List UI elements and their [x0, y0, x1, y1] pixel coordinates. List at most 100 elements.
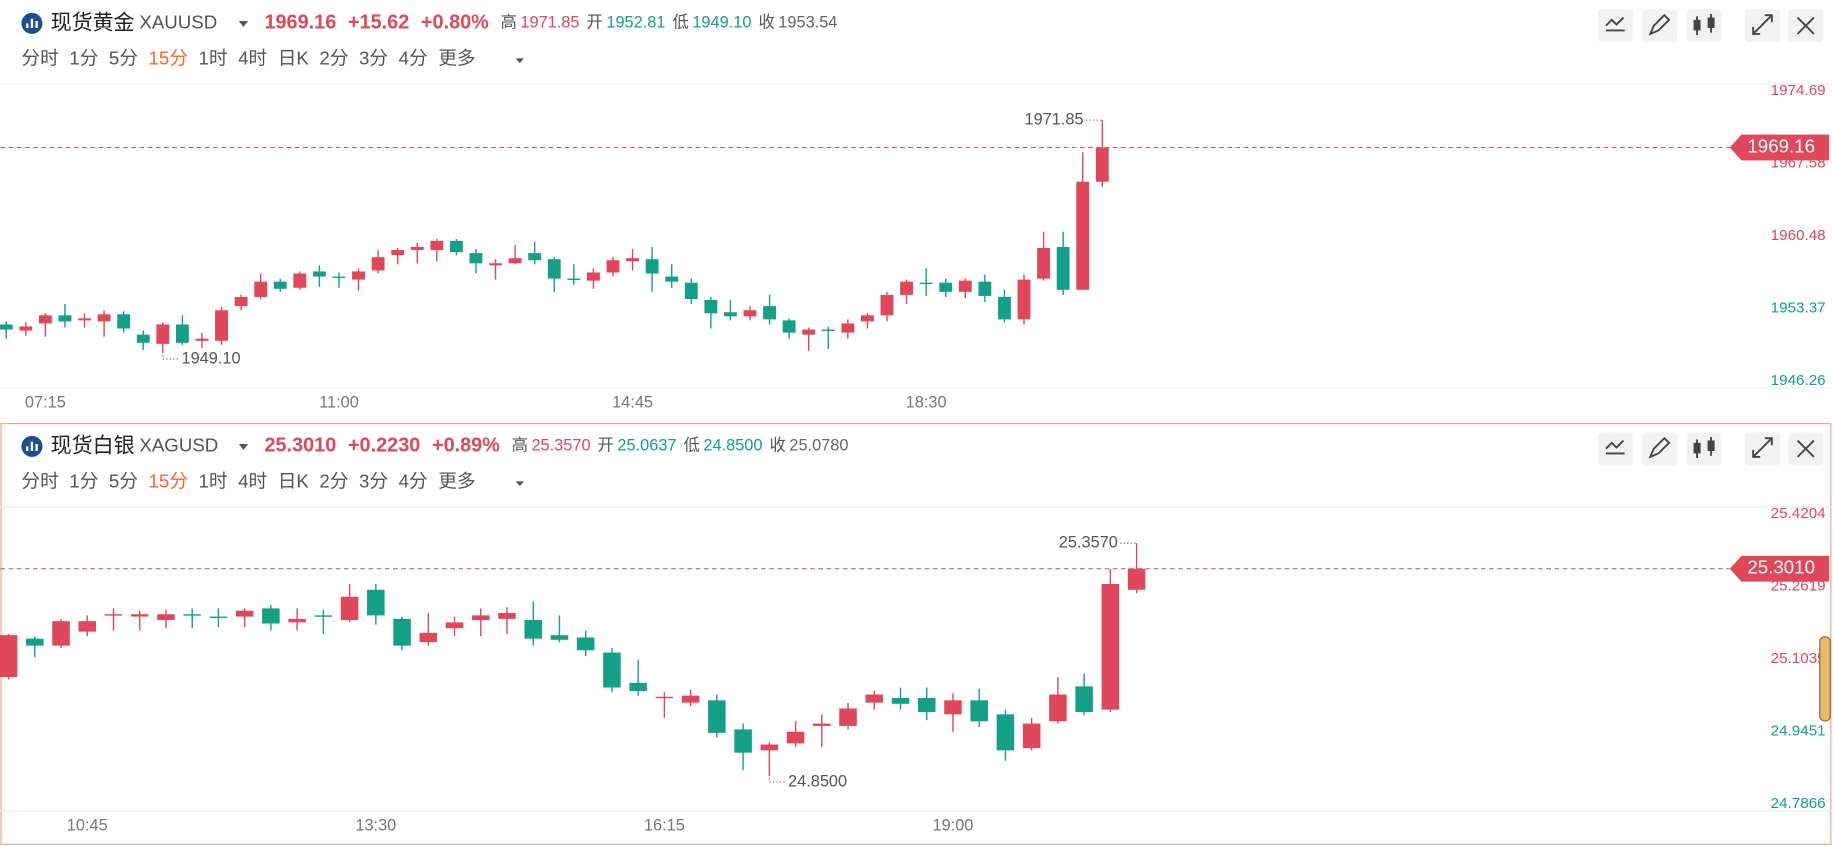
candle-body [576, 637, 595, 651]
candle-body [547, 259, 561, 279]
candle-body [1049, 694, 1067, 722]
timeframe-tab[interactable]: 分时 [21, 471, 58, 492]
candle-body [262, 608, 280, 624]
stat-label: 高 [512, 437, 528, 455]
candle-body [1127, 568, 1146, 590]
timeframe-tab[interactable]: 分时 [21, 48, 58, 69]
candle-body [410, 246, 424, 251]
candle-body [367, 589, 385, 616]
candle-body [78, 318, 91, 321]
candle-body [655, 696, 674, 699]
change-pct: +0.80% [421, 12, 489, 34]
candle-body [430, 240, 444, 251]
timeframe-tab[interactable]: 更多 [438, 471, 475, 492]
timeframe-tab[interactable]: 4分 [399, 48, 428, 69]
change: +0.2230 [348, 435, 420, 457]
candle-body [1022, 723, 1041, 749]
chart-type-button[interactable] [1686, 9, 1722, 43]
candle-body [195, 338, 209, 341]
candle-body [0, 635, 18, 678]
indicator-button[interactable] [1597, 9, 1633, 43]
timeframe-tab[interactable]: 5分 [109, 48, 138, 69]
timeframe-tabs: 分时 1分 5分 15分 1时 4时 日K 2分 3分 4分 更多 [21, 471, 475, 492]
candle-body [723, 312, 737, 317]
title: 现货白银 [51, 434, 135, 457]
timeframe-tab[interactable]: 更多 [438, 48, 475, 69]
x-tick-label: 07:15 [25, 393, 66, 411]
indicator-button[interactable] [1597, 432, 1633, 466]
draw-icon [1648, 436, 1671, 459]
timeframe-tab[interactable]: 2分 [319, 471, 348, 492]
candle-body [1037, 248, 1051, 279]
candle-body [371, 257, 385, 271]
low-pointer [768, 774, 786, 783]
candle-body [528, 253, 542, 261]
symbol-title: 现货白银 XAGUSD [51, 434, 219, 457]
x-tick-label: 18:30 [906, 393, 947, 411]
candle-body [734, 729, 752, 753]
draw-button[interactable] [1642, 432, 1678, 466]
timeframe-tab[interactable]: 3分 [359, 471, 388, 492]
candle-body [449, 240, 463, 253]
timeframe-tab[interactable]: 2分 [319, 48, 348, 69]
last-price-tag [1729, 555, 1830, 582]
timeframe-tab[interactable]: 4时 [238, 471, 267, 492]
draw-button[interactable] [1642, 9, 1678, 43]
indicator-icon [1605, 16, 1625, 32]
candle-body [445, 622, 464, 629]
timeframe-tab[interactable]: 4时 [238, 48, 267, 69]
expand-icon [1752, 437, 1773, 458]
candle-body [273, 281, 287, 289]
candle-body [215, 310, 228, 341]
candle-body [498, 613, 516, 619]
scrollbar[interactable] [1819, 636, 1831, 722]
timeframe-tab[interactable]: 1时 [199, 48, 228, 69]
symbol-caret[interactable] [238, 21, 249, 27]
timeframe-tab[interactable]: 15分 [149, 471, 188, 492]
timeframe-tab[interactable]: 日K [278, 48, 310, 69]
candle-body [821, 329, 835, 331]
timeframe-tab[interactable]: 1分 [69, 471, 98, 492]
x-tick-label: 13:30 [355, 816, 396, 834]
low-label: 24.8500 [788, 772, 847, 790]
candle-body [841, 323, 855, 333]
candle-body [998, 296, 1011, 320]
timeframe-tab[interactable]: 1时 [199, 471, 228, 492]
y-tick-label: 1974.69 [1771, 82, 1826, 99]
price: 1969.16 [264, 12, 336, 34]
candle-body [117, 314, 131, 329]
timeframe-tab[interactable]: 1分 [69, 48, 98, 69]
chart-type-button[interactable] [1686, 432, 1722, 466]
candle-body [332, 276, 346, 278]
y-tick-label: 25.1035 [1771, 650, 1826, 667]
title: 现货黄金 [51, 11, 135, 34]
draw-icon [1648, 13, 1671, 36]
change-pct: +0.89% [432, 435, 500, 457]
timeframe-tab[interactable]: 4分 [399, 471, 428, 492]
symbol-caret[interactable] [238, 444, 249, 450]
close-icon [1796, 439, 1815, 458]
last-price-tag [1729, 134, 1830, 161]
candle-body [743, 310, 757, 317]
timeframe-tab[interactable]: 5分 [109, 471, 138, 492]
candle-body [312, 271, 326, 277]
timeframe-tab[interactable]: 15分 [149, 48, 188, 69]
stat-value: 1949.10 [692, 14, 751, 32]
candle-body [606, 260, 620, 273]
stat-value: 24.8500 [703, 437, 762, 455]
chart-type-icon [1707, 17, 1715, 29]
candle-body [489, 263, 502, 266]
timeframe-tab[interactable]: 日K [278, 471, 310, 492]
x-tick-label: 16:15 [644, 816, 685, 834]
y-tick-label: 1953.37 [1771, 299, 1826, 316]
quote: 1969.16 +15.62 +0.80% 高 1971.85 开 1952.81 低 1949… [264, 12, 837, 34]
indicator-icon [1605, 439, 1625, 455]
stat-label: 开 [587, 14, 603, 32]
candle-body [1076, 181, 1090, 290]
stat-value: 25.0780 [789, 437, 848, 455]
close-icon [1796, 16, 1815, 35]
timeframe-tab[interactable]: 3分 [359, 48, 388, 69]
candle-body [104, 614, 123, 616]
